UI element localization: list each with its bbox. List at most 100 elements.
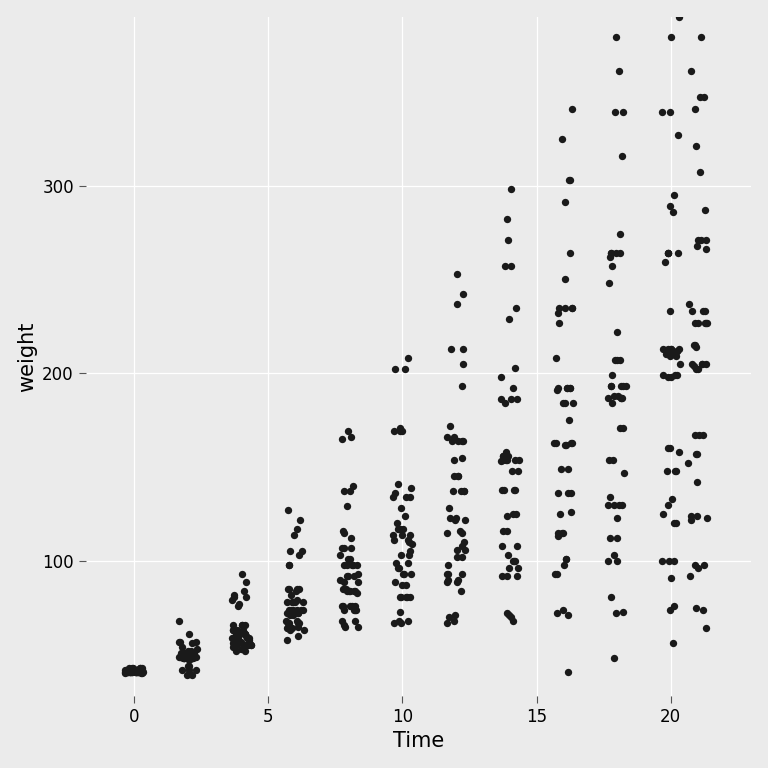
Point bbox=[674, 446, 686, 458]
Point bbox=[397, 523, 409, 535]
Point bbox=[607, 389, 620, 402]
Point bbox=[496, 540, 508, 552]
Point bbox=[662, 247, 674, 260]
Point bbox=[550, 436, 562, 449]
Point bbox=[561, 553, 573, 565]
Point bbox=[337, 583, 349, 595]
Point bbox=[134, 662, 146, 674]
Point bbox=[561, 382, 573, 394]
Point bbox=[338, 527, 350, 539]
Point bbox=[561, 382, 574, 394]
Point bbox=[125, 664, 137, 676]
Point bbox=[691, 562, 703, 574]
Point bbox=[443, 611, 455, 624]
Point bbox=[562, 665, 574, 677]
Point bbox=[666, 493, 678, 505]
Point bbox=[240, 575, 253, 588]
Point bbox=[609, 106, 621, 118]
Point bbox=[671, 345, 684, 357]
Point bbox=[458, 485, 470, 498]
Point bbox=[283, 609, 296, 621]
Point bbox=[661, 442, 674, 455]
Point bbox=[566, 301, 578, 313]
Point bbox=[610, 247, 622, 260]
Point bbox=[243, 637, 255, 650]
Point bbox=[614, 354, 627, 366]
Point bbox=[505, 183, 518, 195]
Point bbox=[615, 380, 627, 392]
Point bbox=[239, 645, 251, 657]
Point bbox=[392, 523, 405, 535]
Point bbox=[552, 487, 564, 499]
Point bbox=[456, 452, 468, 464]
Point bbox=[685, 65, 697, 78]
Point bbox=[446, 435, 458, 447]
Point bbox=[130, 664, 142, 676]
Point bbox=[130, 665, 142, 677]
Point bbox=[499, 453, 511, 465]
Point bbox=[240, 639, 252, 651]
Point bbox=[188, 650, 200, 663]
Point bbox=[122, 665, 134, 677]
Point bbox=[664, 106, 676, 118]
Point bbox=[686, 358, 698, 370]
Point bbox=[133, 664, 145, 676]
Point bbox=[505, 260, 517, 273]
Point bbox=[689, 102, 701, 114]
Point bbox=[697, 305, 709, 317]
Point bbox=[237, 568, 249, 580]
Point bbox=[394, 425, 406, 438]
Point bbox=[291, 583, 303, 595]
Point bbox=[175, 648, 187, 660]
Point bbox=[695, 233, 707, 246]
Point bbox=[349, 600, 362, 612]
Point bbox=[690, 140, 702, 152]
Point bbox=[445, 343, 458, 355]
Point bbox=[396, 425, 408, 438]
Point bbox=[448, 453, 460, 465]
Point bbox=[397, 568, 409, 580]
Point bbox=[291, 614, 303, 627]
Point bbox=[336, 541, 348, 554]
Point bbox=[402, 534, 414, 546]
Point bbox=[664, 305, 677, 317]
Point bbox=[700, 316, 712, 329]
Point bbox=[501, 607, 513, 620]
Point bbox=[670, 369, 683, 381]
Point bbox=[611, 511, 624, 524]
Point bbox=[495, 455, 508, 468]
Point bbox=[604, 247, 617, 260]
Point bbox=[497, 449, 509, 462]
Point bbox=[126, 665, 138, 677]
Point bbox=[244, 639, 257, 651]
Point bbox=[129, 665, 141, 677]
Point bbox=[691, 510, 703, 522]
Point bbox=[442, 558, 454, 571]
Point bbox=[457, 288, 469, 300]
Point bbox=[502, 549, 515, 561]
Point bbox=[605, 247, 617, 260]
Point bbox=[402, 557, 415, 569]
Point bbox=[231, 600, 243, 612]
Point bbox=[548, 436, 561, 449]
Point bbox=[562, 487, 574, 499]
Point bbox=[184, 654, 196, 667]
Point bbox=[551, 527, 564, 539]
Point bbox=[564, 174, 576, 186]
Point bbox=[663, 554, 675, 567]
Point bbox=[558, 558, 571, 571]
Point bbox=[280, 614, 293, 627]
Point bbox=[552, 531, 564, 543]
Point bbox=[124, 664, 137, 676]
Point bbox=[555, 133, 568, 145]
Point bbox=[697, 604, 709, 616]
Point bbox=[657, 343, 670, 355]
Point bbox=[187, 650, 199, 663]
Point bbox=[396, 528, 408, 541]
Point bbox=[190, 643, 203, 655]
Point bbox=[455, 568, 468, 580]
Point bbox=[389, 487, 402, 499]
Point bbox=[134, 664, 147, 676]
Point bbox=[231, 626, 243, 638]
Point bbox=[342, 553, 354, 565]
